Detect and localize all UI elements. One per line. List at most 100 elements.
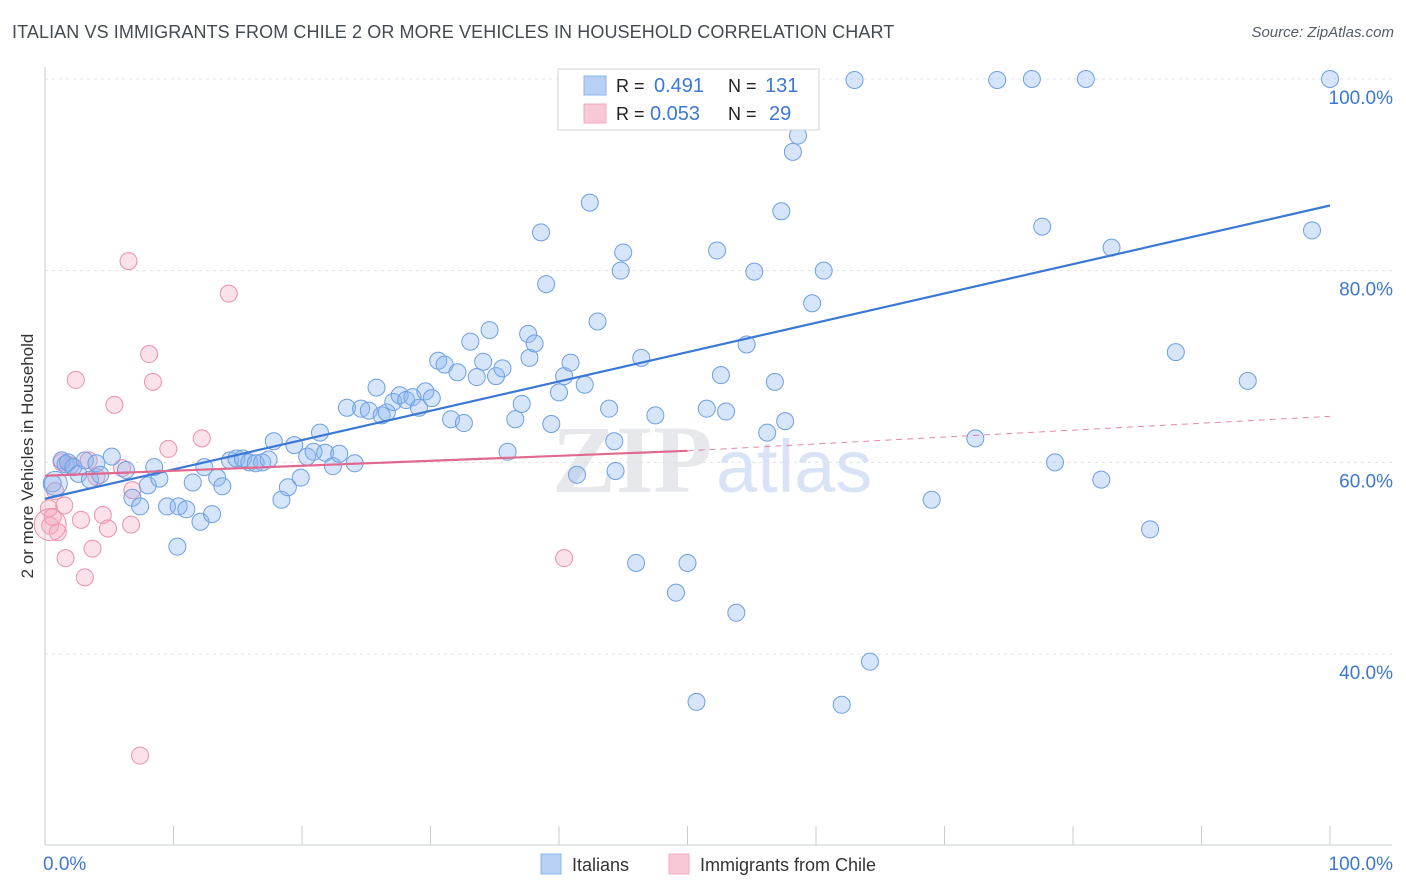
data-point-italians [448,363,467,382]
data-point-italians [467,368,486,387]
data-point-italians [352,399,371,418]
data-point-italians [776,412,795,431]
data-point-italians [520,348,539,367]
y-tick-label: 60.0% [1339,471,1393,492]
data-point-italians [727,603,746,622]
data-point-italians [922,490,941,509]
data-point-chile [122,515,141,534]
data-point-italians [512,394,531,413]
data-point-italians [580,193,599,212]
data-point-italians [611,261,630,280]
data-point-italians [600,399,619,418]
data-point-italians [605,432,624,451]
data-point-chile [192,429,211,448]
y-tick-label: 80.0% [1339,280,1393,301]
data-point-italians [177,500,196,519]
data-point-chile [66,370,85,389]
data-point-italians [291,468,310,487]
data-point-italians [213,477,232,496]
data-point-italians [183,473,202,492]
chart-title: ITALIAN VS IMMIGRANTS FROM CHILE 2 OR MO… [12,22,895,42]
bottom-legend-label-italians: Italians [572,855,629,875]
legend-swatch-chile [583,103,607,124]
data-point-italians [772,202,791,221]
data-point-italians [474,352,493,371]
data-point-chile [98,519,117,538]
data-point-italians [316,443,335,462]
data-point-italians [708,241,727,260]
data-point-italians [567,465,586,484]
x-tick-label: 100.0% [1329,854,1394,875]
stats-legend: R = 0.491 N = 131 R = 0.053 N = 29 [557,68,820,131]
data-point-italians [542,415,561,433]
data-point-chile [48,523,67,542]
legend-r-label-chile: R = [616,104,645,124]
bottom-legend-label-chile: Immigrants from Chile [700,855,876,875]
data-point-italians [493,359,512,378]
watermark-zip: ZIP [552,406,712,513]
data-point-chile [140,345,159,364]
data-point-italians [1033,217,1052,236]
data-point-italians [116,461,135,479]
data-point-chile [131,746,150,765]
data-point-italians [131,497,150,516]
data-point-italians [550,383,568,402]
data-point-italians [138,476,157,495]
data-point-italians [803,294,822,313]
watermark-atlas: atlas [716,425,872,508]
data-point-italians [506,410,525,429]
data-point-italians [1238,371,1257,390]
data-point-chile [219,284,238,303]
data-point-italians [480,321,499,340]
data-point-italians [532,223,551,242]
series-legend: Italians Immigrants from Chile [540,853,876,875]
data-point-italians [614,243,633,262]
data-point-chile [56,549,75,568]
trend-line-chile-extension [687,415,1331,452]
watermark: ZIP atlas [552,406,872,513]
data-point-italians [646,406,665,425]
data-point-italians [745,262,764,281]
data-point-italians [588,312,607,331]
data-point-italians [758,423,777,442]
data-point-italians [519,324,538,343]
data-point-italians [860,652,879,671]
data-point-italians [783,142,802,161]
data-point-italians [337,398,356,417]
data-point-chile [143,372,162,391]
data-point-italians [1303,221,1322,240]
data-point-italians [75,451,94,470]
data-point-italians [832,695,851,714]
data-point-italians [422,389,441,408]
data-point-italians [454,414,473,433]
bottom-legend-swatch-chile [668,853,690,875]
data-point-italians [367,378,386,397]
source-label: Source: ZipAtlas.com [1251,24,1394,41]
legend-n-value-chile: 29 [769,103,791,125]
data-point-italians [372,406,391,425]
data-point-chile [55,496,74,515]
data-point-italians [1022,70,1041,88]
data-point-chile [83,539,102,558]
data-point-italians [711,366,730,385]
axes [44,67,1392,846]
legend-r-value-chile: 0.053 [650,103,700,125]
data-point-italians [1092,470,1111,489]
data-point-italians [627,553,646,572]
data-point-italians [259,450,278,469]
legend-r-label-italians: R = [616,76,645,96]
tick-labels: 40.0% 60.0% 80.0% 100.0% 0.0% 100.0% [43,88,1393,875]
data-point-italians [717,402,736,421]
data-point-italians [687,692,706,711]
grid [45,78,1392,655]
data-point-italians [203,505,222,524]
data-point-italians [1166,343,1185,362]
data-point-italians [1076,70,1095,88]
data-point-chile [33,508,67,542]
data-point-italians [87,454,106,473]
data-point-italians [575,375,594,394]
data-point-chile [159,439,178,458]
trend-line-italians [44,204,1331,500]
data-point-chile [555,549,574,568]
